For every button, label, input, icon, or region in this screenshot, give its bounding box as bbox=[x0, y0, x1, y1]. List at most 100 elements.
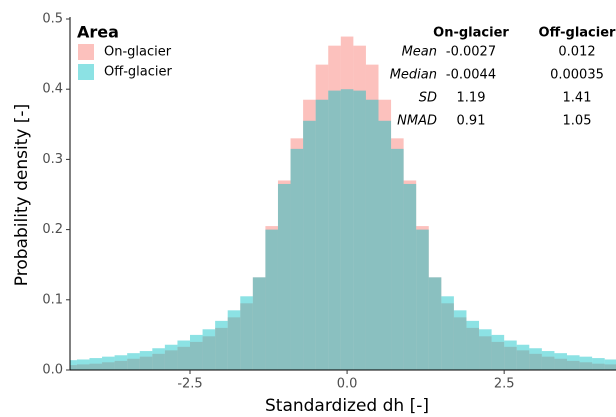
y-tick-label: 0.1 bbox=[42, 292, 63, 307]
histogram-bar bbox=[227, 310, 241, 370]
histogram-bar bbox=[491, 334, 505, 370]
histogram-bar bbox=[277, 183, 291, 370]
histogram-bar bbox=[177, 346, 191, 370]
histogram-bar bbox=[353, 45, 366, 370]
histogram-bar bbox=[566, 360, 580, 370]
y-axis-title: Probability density [-] bbox=[12, 104, 32, 286]
x-tick-label: -2.5 bbox=[177, 377, 202, 392]
histogram-bar bbox=[479, 329, 492, 370]
histogram-bar bbox=[453, 317, 467, 370]
histogram-bar bbox=[466, 327, 480, 370]
histogram-bar bbox=[592, 358, 605, 370]
histogram-bar bbox=[114, 355, 128, 370]
table-cell: 1.05 bbox=[563, 114, 592, 129]
histogram-bar bbox=[504, 340, 517, 370]
histogram-bar bbox=[428, 277, 442, 370]
histogram-bar bbox=[215, 320, 228, 370]
histogram-bar bbox=[164, 344, 178, 370]
histogram-bar bbox=[102, 362, 115, 370]
histogram-bar bbox=[441, 303, 454, 370]
histogram-bar bbox=[265, 226, 278, 370]
histogram-bar bbox=[190, 341, 203, 370]
legend-label: Off-glacier bbox=[104, 65, 172, 80]
histogram-bar bbox=[328, 45, 341, 370]
table-cell: -0.0027 bbox=[446, 45, 496, 60]
histogram-bar bbox=[70, 360, 77, 370]
histogram-bar bbox=[516, 344, 530, 370]
histogram-bar bbox=[102, 356, 115, 370]
table-header: Off-glacier bbox=[539, 26, 616, 41]
histogram-bar bbox=[541, 351, 555, 370]
table-cell: 0.00035 bbox=[550, 68, 604, 83]
table-cell: -0.0044 bbox=[446, 68, 496, 83]
x-axis-title: Standardized dh [-] bbox=[265, 396, 429, 416]
x-tick-label: 2.5 bbox=[494, 377, 515, 392]
histogram-bar bbox=[365, 64, 379, 370]
histogram-bar bbox=[215, 327, 228, 370]
histogram-bar bbox=[303, 99, 316, 370]
histogram-bar bbox=[604, 364, 616, 370]
histogram-bar bbox=[340, 36, 354, 370]
histogram-bar bbox=[227, 317, 241, 370]
histogram-bar bbox=[353, 90, 366, 370]
histogram-bar bbox=[164, 350, 178, 370]
histogram-bar bbox=[290, 148, 304, 370]
histogram-bar bbox=[252, 277, 266, 370]
histogram-bar bbox=[265, 229, 278, 370]
histogram-bar bbox=[139, 356, 153, 370]
histogram-bar bbox=[579, 362, 593, 370]
table-row-label: Mean bbox=[402, 45, 437, 60]
histogram-bar bbox=[466, 320, 480, 370]
histogram-bar bbox=[240, 296, 253, 370]
histogram-bar bbox=[428, 277, 442, 370]
legend-label: On-glacier bbox=[104, 45, 172, 60]
x-tick-label: 0.0 bbox=[337, 377, 358, 392]
histogram-bar bbox=[190, 334, 203, 370]
histogram-bar bbox=[579, 356, 593, 370]
y-tick-label: 0.3 bbox=[42, 152, 63, 167]
table-header: On-glacier bbox=[433, 26, 509, 41]
legend-title: Area bbox=[77, 23, 119, 42]
histogram-bar bbox=[315, 64, 329, 370]
histogram-bar bbox=[441, 296, 454, 370]
histogram-bar bbox=[529, 353, 542, 370]
histogram-bar bbox=[416, 226, 429, 370]
histogram-bar bbox=[328, 90, 341, 370]
table-cell: 1.41 bbox=[563, 91, 592, 106]
histogram-bar bbox=[152, 348, 165, 370]
histogram-bar bbox=[604, 359, 616, 370]
histogram-bar bbox=[76, 364, 90, 370]
histogram-bar bbox=[177, 340, 191, 370]
histogram-bar bbox=[378, 99, 392, 370]
histogram-bar bbox=[277, 180, 291, 370]
histogram-bar bbox=[516, 350, 530, 370]
histogram-bar bbox=[541, 356, 555, 370]
histogram-bar bbox=[391, 138, 404, 370]
histogram-bar bbox=[391, 148, 404, 370]
histogram-bar bbox=[403, 180, 417, 370]
y-tick-label: 0.2 bbox=[42, 222, 63, 237]
histogram-bar bbox=[529, 348, 542, 370]
histogram-bar bbox=[554, 358, 567, 370]
histogram-bar bbox=[152, 353, 165, 370]
histogram-bar bbox=[202, 329, 216, 370]
histogram-bar bbox=[70, 365, 77, 370]
histogram-bar bbox=[403, 183, 417, 370]
y-tick-label: 0.5 bbox=[42, 12, 63, 27]
histogram-bar bbox=[504, 346, 517, 370]
y-tick-label: 0.4 bbox=[42, 82, 63, 97]
table-row-label: SD bbox=[419, 91, 437, 106]
histogram-bar bbox=[127, 358, 140, 370]
table-row-label: Median bbox=[390, 68, 437, 83]
histogram-bar bbox=[315, 99, 329, 370]
histogram-bar bbox=[76, 359, 90, 370]
histogram-bar bbox=[479, 336, 492, 370]
histogram-bar bbox=[491, 341, 505, 370]
histogram-bar bbox=[240, 303, 253, 370]
histogram-bar bbox=[114, 360, 128, 370]
histogram-bar bbox=[252, 277, 266, 370]
histogram-bar bbox=[453, 310, 467, 370]
table-cell: 0.91 bbox=[457, 114, 486, 129]
histogram-bar bbox=[340, 89, 354, 370]
